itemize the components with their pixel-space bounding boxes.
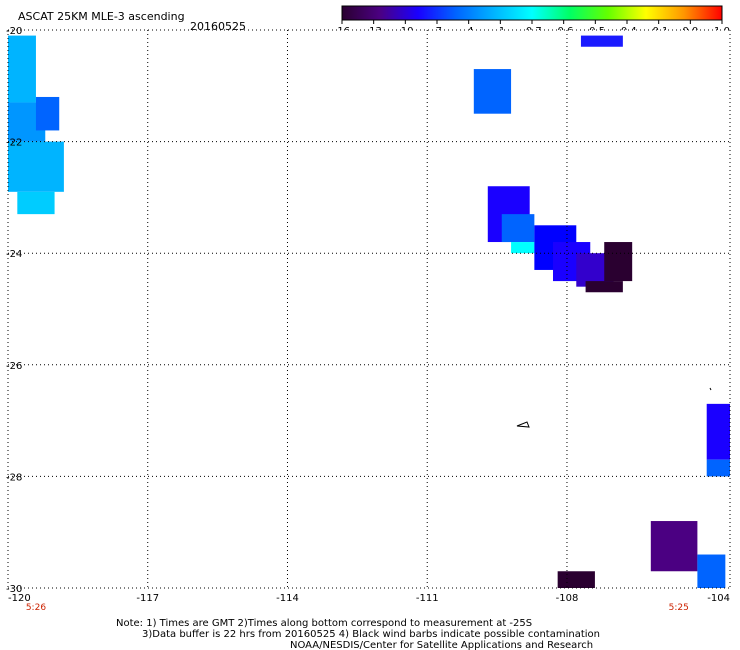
data-cell: [35, 96, 60, 131]
x-tick-label: -114: [276, 593, 299, 604]
colorbar: [341, 5, 723, 21]
data-cell: [501, 214, 535, 243]
data-cell: [604, 242, 633, 282]
data-cell: [17, 191, 55, 215]
data-cell: [8, 35, 36, 103]
y-tick-label: -28: [6, 472, 22, 483]
time-mark-label: 5:26: [26, 603, 46, 613]
y-tick-label: -30: [6, 584, 22, 595]
y-axis-ticks: -20 -22 -24 -26 -28 -30: [6, 26, 22, 595]
note-line-1: Note: 1) Times are GMT 2)Times along bot…: [116, 618, 532, 629]
x-axis-ticks: -120 -117 -114 -111 -108 -104: [8, 593, 730, 604]
x-tick-label: -111: [416, 593, 439, 604]
data-cell: [706, 403, 730, 460]
data-cell: [650, 521, 698, 572]
grid-lines: [7, 29, 731, 589]
x-tick-label: -108: [556, 593, 579, 604]
time-mark-label: 5:25: [669, 603, 689, 613]
plot-background: [8, 30, 730, 588]
data-cells: [8, 35, 730, 588]
plot-area: [7, 29, 731, 589]
data-cell: [473, 69, 512, 114]
x-tick-label: -104: [707, 593, 730, 604]
y-tick-label: -22: [6, 138, 22, 149]
chart-title: ASCAT 25KM MLE-3 ascending: [18, 10, 185, 23]
data-cell: [585, 281, 623, 293]
data-cell: [706, 459, 730, 477]
y-tick-label: -24: [6, 249, 22, 260]
data-cell: [557, 571, 595, 588]
x-tick-label: -120: [8, 593, 31, 604]
note-line-2: 3)Data buffer is 22 hrs from 20160525 4)…: [142, 629, 600, 640]
data-cell: [580, 35, 623, 47]
time-marks: 5:26 5:25: [26, 603, 689, 613]
wind-barb-icon: [709, 387, 712, 391]
data-cell: [8, 141, 64, 192]
island-outline-icon: [516, 421, 530, 428]
y-tick-label: -20: [6, 26, 22, 37]
data-cell: [511, 242, 535, 254]
data-cell: [697, 554, 726, 588]
x-tick-label: -117: [136, 593, 159, 604]
y-tick-label: -26: [6, 361, 22, 372]
note-line-3: NOAA/NESDIS/Center for Satellite Applica…: [290, 640, 593, 650]
